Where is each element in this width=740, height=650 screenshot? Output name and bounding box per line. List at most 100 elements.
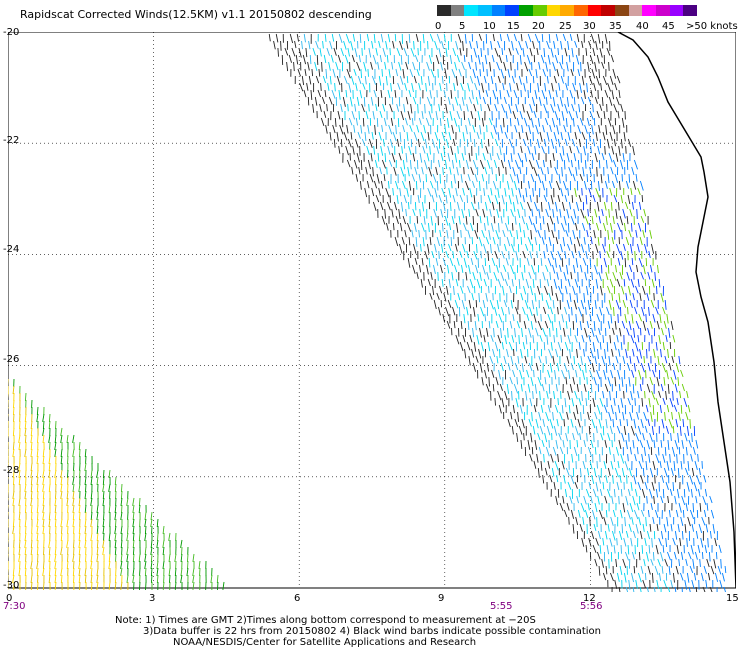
wind-barb [616,425,621,434]
wind-barb [501,47,504,56]
wind-barb [423,159,428,170]
wind-barb [90,553,93,562]
wind-barb [150,560,153,569]
wind-barb [669,397,674,408]
wind-barb [497,40,501,49]
wind-barb [325,124,328,134]
wind-barb [653,495,655,504]
wind-barb [30,427,33,437]
wind-barb [395,215,399,224]
wind-barb [84,574,87,584]
lon-label: 12 [583,593,596,604]
wind-barb [423,124,426,134]
wind-barb [695,439,699,449]
wind-barb [108,581,111,591]
wind-barb [430,215,433,226]
wind-barb [561,257,564,267]
wind-barb [575,516,579,526]
wind-barb [656,376,660,387]
wind-barb [601,96,604,107]
wind-barb [557,306,559,315]
wind-barb [493,159,498,169]
wind-barb [629,208,633,217]
wind-barb [484,201,488,211]
wind-barb [537,320,543,331]
wind-barb [319,47,322,57]
wind-barb [561,404,564,414]
wind-barb [685,502,689,512]
wind-barb [570,362,574,371]
wind-barb [481,376,484,386]
wind-barb [659,460,662,469]
wind-barb [684,523,687,533]
wind-barb [574,334,578,343]
wind-barb [318,68,321,77]
wind-barb [394,89,397,98]
wind-barb [554,110,559,121]
wind-barb [618,383,621,392]
wind-barb [448,131,452,141]
wind-barb [42,483,45,492]
wind-barb [315,40,319,49]
wind-barb [635,229,638,238]
wind-barb [144,532,147,541]
wind-barb [673,460,676,471]
wind-barb [572,229,576,240]
wind-barb [564,397,567,408]
wind-barb [610,369,614,379]
wind-barb [450,89,453,99]
wind-barb [605,509,608,518]
wind-barb [632,586,635,592]
wind-barb [350,40,354,51]
wind-barb [12,574,15,583]
wind-barb [469,131,472,142]
wind-barb [601,152,605,161]
wind-barb [645,257,648,267]
wind-barb [477,201,480,210]
wind-barb [613,397,616,406]
wind-barb [575,369,578,378]
wind-barb [24,434,27,444]
lat-label: -26 [3,354,20,365]
wind-barb [547,369,551,378]
wind-barb [54,560,57,569]
wind-barb [590,439,594,448]
wind-barb [463,222,467,231]
wind-barb [404,82,408,91]
wind-barb [645,460,648,471]
wind-barb [537,285,541,295]
wind-barb [504,243,507,252]
wind-barb [469,278,474,289]
wind-barb [24,420,27,430]
wind-barb [603,369,607,380]
wind-barb [587,446,592,457]
wind-barb [636,355,640,364]
wind-barb [434,40,438,50]
wind-barb [576,236,581,247]
wind-barb [30,497,33,506]
wind-barb [475,264,479,274]
wind-barb [30,581,33,591]
wind-barb [387,145,391,155]
wind-barb [485,236,490,245]
wind-barb [634,488,638,497]
wind-barb [483,222,486,231]
wind-barb [614,467,619,478]
wind-barb [688,586,691,592]
wind-barb [571,194,574,203]
legend-swatch [656,5,670,16]
wind-barb [555,439,559,449]
wind-barb [345,145,349,156]
wind-barb [150,567,153,577]
wind-barb [595,75,600,86]
wind-barb [670,467,674,476]
wind-barb [670,320,674,331]
wind-barb [530,229,533,240]
wind-barb [138,553,141,563]
wind-barb [309,54,312,65]
wind-barb [60,546,63,555]
wind-barb [299,82,304,92]
wind-barb [402,215,406,225]
wind-barb [612,215,615,224]
wind-barb [78,525,81,535]
